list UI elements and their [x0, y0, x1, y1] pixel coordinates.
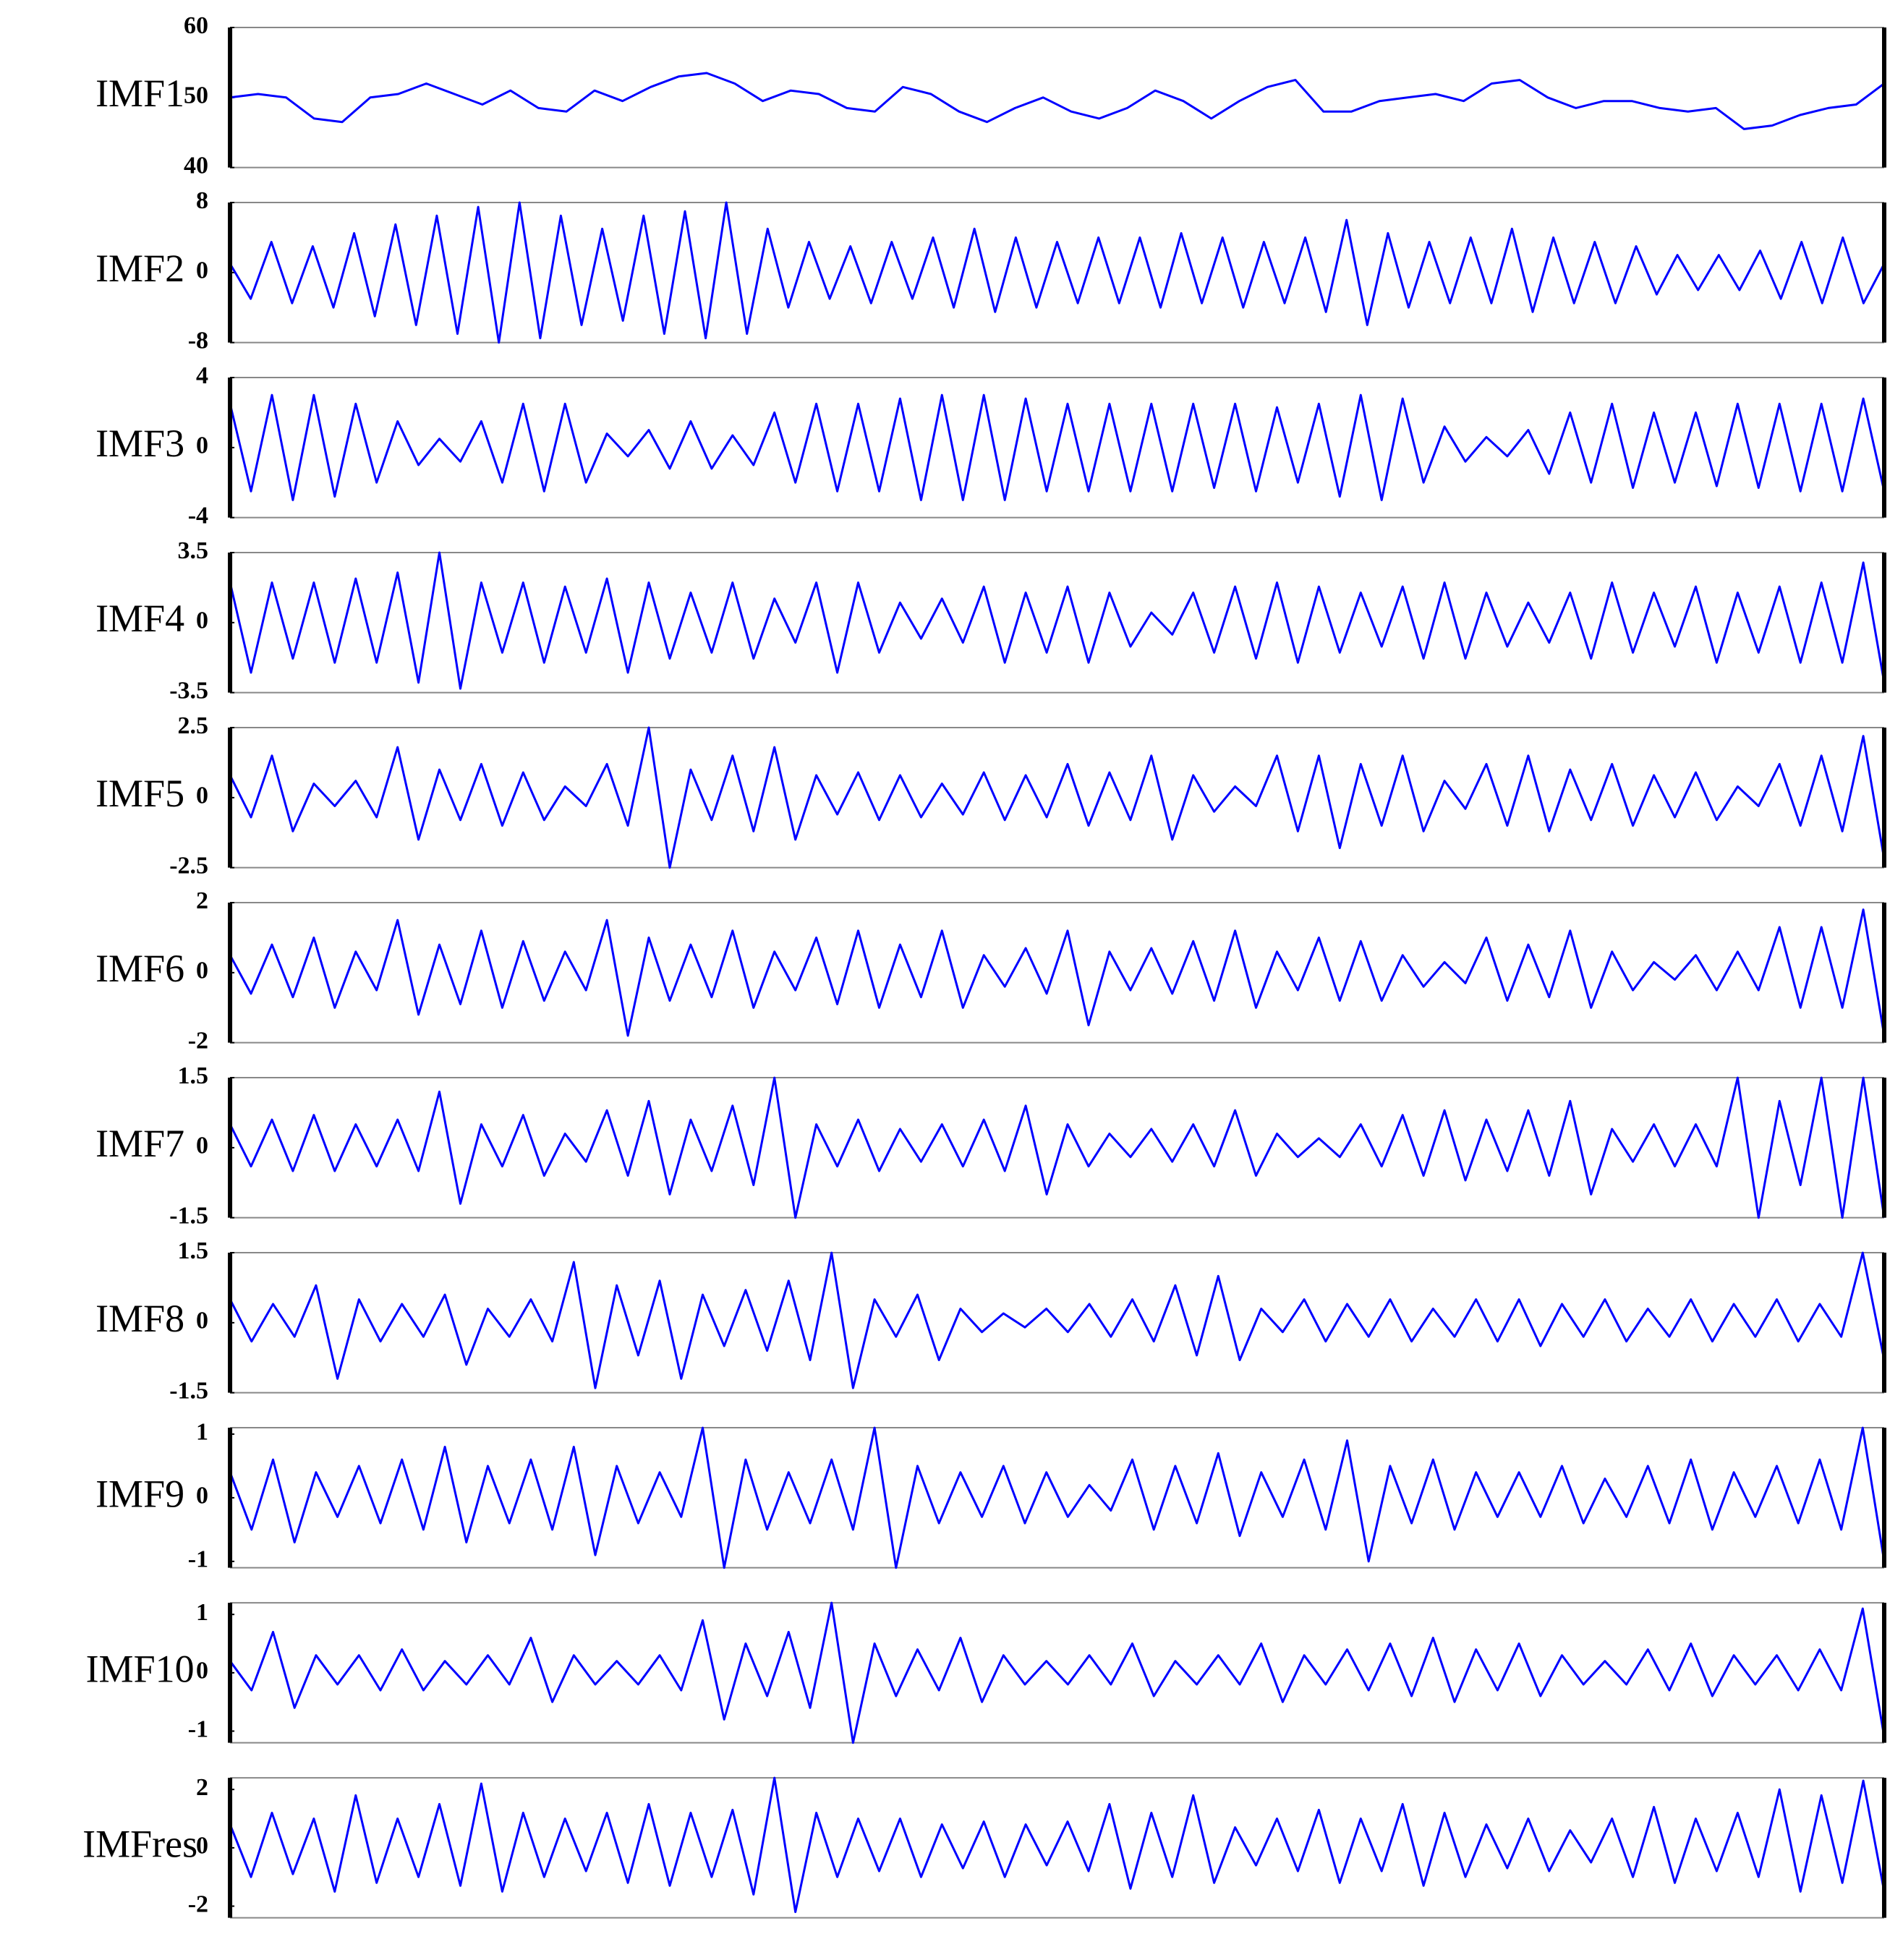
y-tick-label: 0 [196, 257, 208, 284]
signal-line [229, 1076, 1886, 1219]
y-tick-label: -1.5 [169, 1377, 208, 1404]
y-tick-label: -1.5 [169, 1202, 208, 1229]
panel-label: IMF5 [95, 772, 184, 815]
y-tick-label: 0 [196, 608, 208, 634]
y-tick-label: -4 [188, 502, 208, 529]
y-tick-label: 4 [196, 362, 208, 389]
y-tick-label: -2 [188, 1891, 208, 1917]
y-tick-label: 0 [196, 958, 208, 984]
y-tick-label: 0 [196, 1483, 208, 1509]
y-tick-label: 50 [184, 82, 208, 109]
panel-label: IMF7 [95, 1122, 184, 1165]
panel-label: IMF2 [95, 247, 184, 290]
y-tick-label: 2 [196, 1774, 208, 1801]
y-tick-label: -1 [188, 1546, 208, 1573]
signal-line [229, 1601, 1886, 1744]
signal-line [229, 393, 1886, 501]
y-tick-label: 2 [196, 887, 208, 914]
y-tick-label: 2.5 [178, 712, 209, 739]
y-tick-label: 1 [196, 1599, 208, 1626]
panel-label: IMF3 [95, 422, 184, 465]
y-tick-label: 3.5 [178, 537, 209, 564]
y-tick-label: 60 [184, 12, 208, 39]
y-tick-label: -1 [188, 1716, 208, 1742]
y-tick-label: 1.5 [178, 1237, 209, 1264]
signal-line [229, 726, 1886, 869]
y-tick-label: 1.5 [178, 1062, 209, 1089]
signal-line [229, 551, 1886, 690]
signal-line [229, 72, 1885, 130]
signal-line [229, 1776, 1886, 1914]
y-tick-label: 0 [196, 1658, 208, 1684]
panel-label: IMF10 [86, 1647, 195, 1690]
y-tick-label: -8 [188, 327, 208, 354]
panel-label: IMFres [82, 1822, 197, 1865]
y-tick-label: -2 [188, 1027, 208, 1054]
y-tick-label: 0 [196, 433, 208, 459]
y-tick-label: 0 [196, 1833, 208, 1859]
y-tick-label: -3.5 [169, 677, 208, 704]
panel-label: IMF9 [95, 1472, 184, 1515]
signal-line [229, 201, 1886, 344]
panel-label: IMF8 [95, 1297, 184, 1340]
signal-line [229, 1251, 1886, 1389]
signal-line [229, 1426, 1886, 1569]
signal-line [229, 908, 1886, 1037]
y-tick-label: 1 [196, 1419, 208, 1446]
panel-label: IMF1 [95, 72, 184, 115]
panel-label: IMF6 [95, 947, 184, 990]
y-tick-label: 0 [196, 1133, 208, 1159]
y-tick-label: -2.5 [169, 852, 208, 879]
panel-label: IMF4 [95, 597, 184, 640]
y-tick-label: 0 [196, 1308, 208, 1334]
y-tick-label: 8 [196, 187, 208, 214]
y-tick-label: 0 [196, 783, 208, 809]
y-tick-label: 40 [184, 152, 208, 179]
